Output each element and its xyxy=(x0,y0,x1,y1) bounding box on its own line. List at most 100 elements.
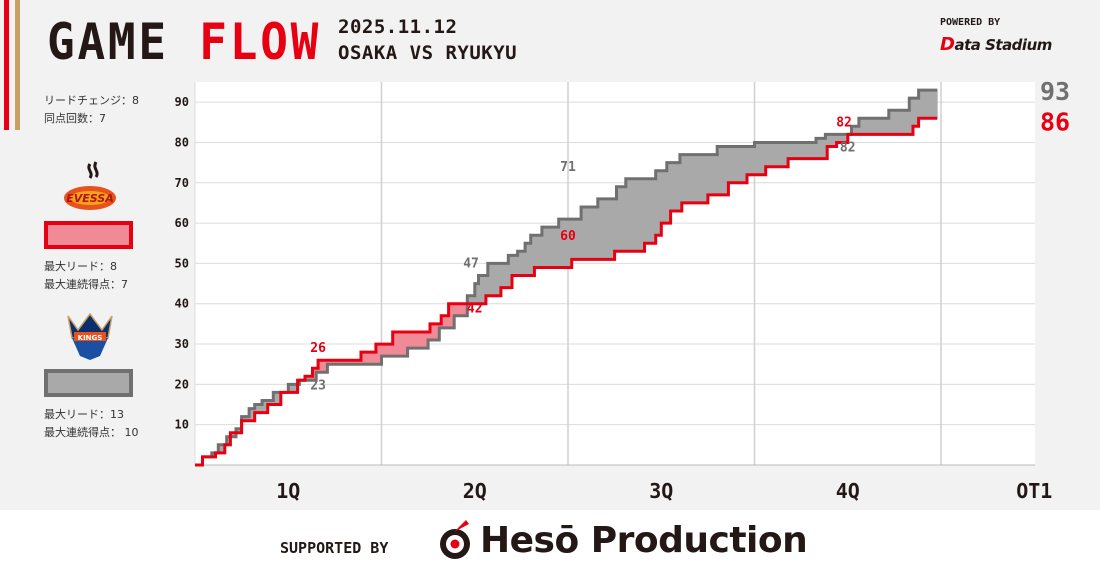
lead-area xyxy=(448,303,455,328)
lead-area xyxy=(249,408,256,421)
lead-area xyxy=(500,263,509,288)
lead-area xyxy=(581,206,599,260)
score-annotation: 42 xyxy=(467,302,483,317)
y-tick-label: 50 xyxy=(175,256,189,270)
lead-area xyxy=(525,243,532,276)
lead-area xyxy=(487,263,502,296)
score-annotation: 47 xyxy=(463,257,479,272)
y-tick-label: 80 xyxy=(175,135,189,149)
lead-area xyxy=(728,146,748,183)
lead-area xyxy=(754,142,767,175)
score-annotation: 26 xyxy=(310,341,326,356)
page-title: GAME FLOW xyxy=(47,12,321,72)
lead-area xyxy=(707,154,718,195)
lead-area xyxy=(312,368,317,381)
lead-area xyxy=(534,235,543,268)
lead-area xyxy=(644,178,657,244)
lead-area xyxy=(262,400,269,413)
lead-area xyxy=(254,404,263,413)
y-tick-label: 30 xyxy=(175,337,189,351)
lead-area xyxy=(218,444,226,453)
accent-bar-gold xyxy=(15,0,20,130)
score-annotation: 82 xyxy=(836,115,852,130)
lead-area xyxy=(888,110,910,135)
lead-area xyxy=(913,98,920,127)
ryukyu-logo-text: KINGS xyxy=(78,334,103,342)
x-tick-label: 1Q xyxy=(276,479,300,503)
lead-area xyxy=(717,146,729,195)
lead-changes-stat: リードチェンジ：8 xyxy=(44,94,139,107)
lead-area xyxy=(474,283,479,304)
lead-area xyxy=(747,146,755,175)
ryukyu-team-logo: KINGS xyxy=(60,308,120,363)
ties-stat: 同点回数：7 xyxy=(44,112,106,125)
osaka-logo-text: EVESSA xyxy=(66,192,114,205)
lead-area xyxy=(241,416,250,421)
lead-area xyxy=(918,90,938,119)
x-tick-label: 2Q xyxy=(463,479,487,503)
game-date: 2025.11.12 xyxy=(338,16,458,38)
lead-area xyxy=(429,323,440,341)
matchup: OSAKA VS RYUKYU xyxy=(338,42,518,64)
lead-area xyxy=(816,138,826,159)
lead-area xyxy=(571,219,582,260)
ryukyu-score-line xyxy=(195,88,938,467)
lead-area xyxy=(765,142,789,167)
heso-logo-mark xyxy=(440,520,470,559)
y-tick-label: 90 xyxy=(175,95,189,109)
lead-area xyxy=(625,178,645,252)
osaka-legend-swatch xyxy=(44,221,133,249)
osaka-max-lead: 最大リード：8 xyxy=(44,260,117,273)
lead-area xyxy=(909,98,914,135)
lead-area xyxy=(288,384,298,393)
x-tick-label: 3Q xyxy=(649,479,673,503)
lead-area xyxy=(428,331,431,341)
lead-area xyxy=(655,170,662,236)
data-stadium-logo: Data Stadium xyxy=(940,34,1052,55)
lead-area xyxy=(267,400,274,405)
lead-area xyxy=(851,126,860,135)
lead-area xyxy=(788,142,817,159)
osaka-team-logo: EVESSA xyxy=(60,160,120,215)
lead-area xyxy=(614,198,617,252)
x-tick-label: 4Q xyxy=(836,479,860,503)
data-stadium-logo-initial: D xyxy=(940,34,955,55)
lead-area xyxy=(226,436,231,445)
ryukyu-final-score: 93 xyxy=(1040,77,1070,106)
lead-area xyxy=(681,154,709,203)
y-tick-label: 10 xyxy=(175,418,189,432)
y-tick-label: 40 xyxy=(175,297,189,311)
score-annotation: 71 xyxy=(560,160,576,175)
data-stadium-logo-text: ata Stadium xyxy=(954,36,1052,54)
lead-area xyxy=(679,154,683,212)
lead-area xyxy=(305,376,313,381)
title-flow: FLOW xyxy=(199,13,322,71)
lead-area xyxy=(318,360,328,373)
x-tick-label: OT1 xyxy=(1016,479,1052,503)
lead-area xyxy=(541,227,560,268)
accent-bar-red xyxy=(4,0,9,130)
lead-area xyxy=(836,134,849,143)
footer: SUPPORTED BY Hesō Production xyxy=(0,510,1100,570)
powered-by-label: POWERED BY xyxy=(940,17,1001,28)
osaka-max-run: 最大連続得点：7 xyxy=(44,278,128,291)
lead-area xyxy=(558,219,573,268)
lead-area xyxy=(316,368,319,373)
score-annotation: 82 xyxy=(840,140,856,155)
supported-by-label: SUPPORTED BY xyxy=(280,539,389,557)
lead-area xyxy=(530,235,535,276)
lead-area xyxy=(454,303,468,316)
lead-area xyxy=(375,344,382,365)
ryukyu-legend-swatch xyxy=(44,369,133,397)
title-game: GAME xyxy=(47,13,169,71)
lead-area xyxy=(858,118,890,135)
lead-area xyxy=(512,255,519,276)
y-tick-label: 60 xyxy=(175,216,189,230)
score-annotation: 60 xyxy=(560,229,576,244)
lead-area xyxy=(360,352,377,365)
lead-area xyxy=(485,275,489,296)
lead-area xyxy=(392,331,409,357)
lead-area xyxy=(236,428,243,433)
y-tick-label: 20 xyxy=(175,377,189,391)
lead-area xyxy=(670,162,681,212)
